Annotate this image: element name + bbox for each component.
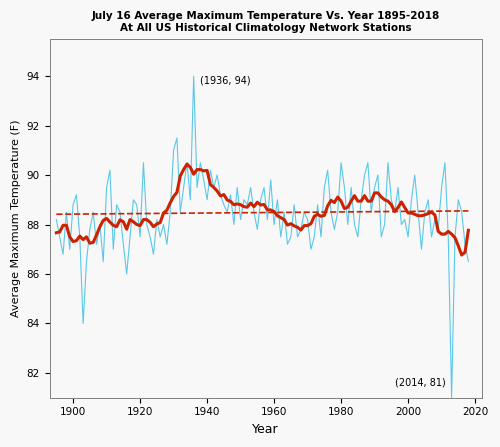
X-axis label: Year: Year bbox=[252, 423, 279, 436]
Text: (2014, 81): (2014, 81) bbox=[394, 377, 446, 387]
Text: (1936, 94): (1936, 94) bbox=[200, 76, 251, 85]
Y-axis label: Average Maximum Temperature (F): Average Maximum Temperature (F) bbox=[11, 120, 21, 317]
Title: July 16 Average Maximum Temperature Vs. Year 1895-2018
At All US Historical Clim: July 16 Average Maximum Temperature Vs. … bbox=[92, 11, 440, 33]
